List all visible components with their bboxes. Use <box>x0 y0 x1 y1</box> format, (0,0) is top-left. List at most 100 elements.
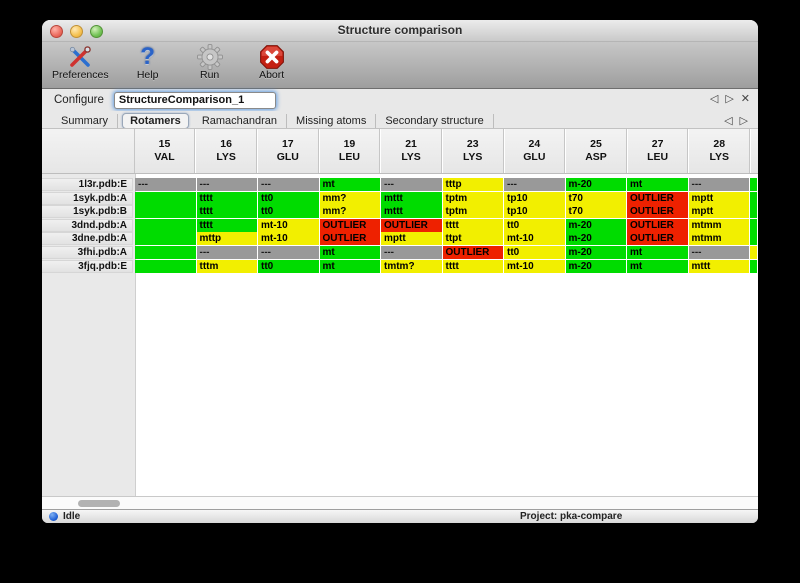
rotamer-cell[interactable]: mt-10 <box>258 232 319 246</box>
rotamer-cell[interactable]: tttp <box>442 178 503 191</box>
tab-ramachandran[interactable]: Ramachandran <box>193 114 288 128</box>
rotamer-cell[interactable]: mm? <box>319 191 380 205</box>
clipped-rotamer-cell[interactable] <box>750 259 757 273</box>
rotamer-cell[interactable]: t70 <box>565 191 626 205</box>
rotamer-cell[interactable]: t <box>135 245 196 259</box>
rotamer-cell[interactable]: mttt <box>688 259 749 273</box>
rotamer-cell[interactable]: --- <box>381 178 442 191</box>
rotamer-cell[interactable]: --- <box>688 178 749 191</box>
row-header[interactable]: 3fhi.pdb:A <box>42 245 133 259</box>
column-header[interactable]: 16 LYS <box>196 129 257 173</box>
column-header[interactable]: 15 VAL <box>134 129 196 173</box>
rotamer-cell[interactable]: t <box>135 218 196 232</box>
minimize-window-button[interactable] <box>70 25 83 38</box>
help-button[interactable]: ? Help <box>125 44 171 82</box>
column-header[interactable]: 27 LEU <box>627 129 689 173</box>
prev-arrow-icon[interactable]: ◁ <box>724 115 733 127</box>
rotamer-cell[interactable]: m-20 <box>565 232 626 246</box>
column-header[interactable]: 19 LEU <box>319 129 381 173</box>
close-icon[interactable]: ✕ <box>740 93 750 105</box>
prev-arrow-icon[interactable]: ◁ <box>709 93 719 105</box>
rotamer-cell[interactable]: OUTLIER <box>627 205 688 219</box>
clipped-rotamer-cell[interactable] <box>750 191 757 205</box>
rotamer-cell[interactable]: mt-10 <box>258 218 319 232</box>
title-bar[interactable]: Structure comparison <box>42 20 758 42</box>
preferences-button[interactable]: Preferences <box>52 44 109 81</box>
rotamer-cell[interactable]: --- <box>258 178 319 191</box>
rotamer-cell[interactable]: mt-10 <box>504 232 565 246</box>
rotamer-cell[interactable]: mttt <box>381 191 442 205</box>
rotamer-cell[interactable]: mt-10 <box>504 259 565 273</box>
rotamer-cell[interactable]: OUTLIER <box>319 218 380 232</box>
tab-missing-atoms[interactable]: Missing atoms <box>287 114 377 128</box>
run-button[interactable]: Run <box>187 44 233 81</box>
configure-name-input[interactable] <box>113 91 276 109</box>
rotamer-cell[interactable]: tp10 <box>504 191 565 205</box>
rotamer-cell[interactable]: mt <box>627 259 688 273</box>
rotamer-cell[interactable]: OUTLIER <box>381 218 442 232</box>
rotamer-cell[interactable]: tttt <box>196 218 257 232</box>
rotamer-cell[interactable]: tt0 <box>258 205 319 219</box>
rotamer-cell[interactable]: --- <box>196 178 257 191</box>
rotamer-cell[interactable]: t70 <box>565 205 626 219</box>
column-header[interactable]: 28 LYS <box>689 129 751 173</box>
rotamer-cell[interactable]: mm? <box>319 205 380 219</box>
zoom-window-button[interactable] <box>90 25 103 38</box>
rotamer-cell[interactable]: m-20 <box>565 245 626 259</box>
tab-rotamers[interactable]: Rotamers <box>122 113 189 129</box>
rotamer-cell[interactable]: OUTLIER <box>627 191 688 205</box>
row-header[interactable]: 1l3r.pdb:E <box>42 178 133 191</box>
tab-secondary-structure[interactable]: Secondary structure <box>376 114 494 128</box>
abort-button[interactable]: Abort <box>249 44 295 81</box>
rotamer-cell[interactable]: mptt <box>688 205 749 219</box>
scrollbar-thumb[interactable] <box>78 500 120 507</box>
rotamer-cell[interactable]: tttt <box>442 218 503 232</box>
next-arrow-icon[interactable]: ▷ <box>725 93 734 105</box>
column-header[interactable]: 17 GLU <box>257 129 319 173</box>
rotamer-cell[interactable]: t <box>135 205 196 219</box>
clipped-rotamer-cell[interactable] <box>750 218 757 232</box>
rotamer-cell[interactable]: m-20 <box>565 178 626 191</box>
close-window-button[interactable] <box>50 25 63 38</box>
rotamer-cell[interactable]: tptm <box>442 191 503 205</box>
rotamer-cell[interactable]: OUTLIER <box>627 232 688 246</box>
rotamer-cell[interactable]: mtmm <box>688 218 749 232</box>
rotamer-cell[interactable]: --- <box>504 178 565 191</box>
clipped-rotamer-cell[interactable] <box>750 232 757 246</box>
rotamer-cell[interactable]: tp10 <box>504 205 565 219</box>
rotamer-cell[interactable]: tttt <box>196 191 257 205</box>
rotamer-cell[interactable]: m-20 <box>565 259 626 273</box>
rotamer-cell[interactable]: m-20 <box>565 218 626 232</box>
row-header[interactable]: 3fjq.pdb:E <box>42 259 133 273</box>
rotamer-cell[interactable]: t <box>135 259 196 273</box>
row-header[interactable]: 1syk.pdb:A <box>42 191 133 205</box>
rotamer-cell[interactable]: t <box>135 232 196 246</box>
rotamer-cell[interactable]: mtmm <box>688 232 749 246</box>
rotamer-cell[interactable]: OUTLIER <box>442 245 503 259</box>
clipped-rotamer-cell[interactable] <box>750 245 757 259</box>
rotamer-cell[interactable]: mt <box>627 245 688 259</box>
rotamer-cell[interactable]: --- <box>381 245 442 259</box>
rotamer-cell[interactable]: ttpt <box>442 232 503 246</box>
rotamer-cell[interactable]: mt <box>319 259 380 273</box>
column-header[interactable]: 23 LYS <box>442 129 504 173</box>
column-header[interactable]: 24 GLU <box>504 129 566 173</box>
rotamer-cell[interactable]: mttt <box>381 205 442 219</box>
rotamer-cell[interactable]: tt0 <box>504 218 565 232</box>
next-arrow-icon[interactable]: ▷ <box>739 115 748 127</box>
row-header[interactable]: 3dne.pdb:A <box>42 232 133 246</box>
rotamer-cell[interactable]: mttp <box>196 232 257 246</box>
clipped-rotamer-cell[interactable] <box>750 178 757 191</box>
rotamer-cell[interactable]: tttm <box>196 259 257 273</box>
rotamer-cell[interactable]: mptt <box>688 191 749 205</box>
rotamer-cell[interactable]: OUTLIER <box>319 232 380 246</box>
rotamer-cell[interactable]: tt0 <box>258 259 319 273</box>
rotamer-cell[interactable]: --- <box>196 245 257 259</box>
rotamer-cell[interactable]: tt0 <box>504 245 565 259</box>
rotamer-cell[interactable]: tt0 <box>258 191 319 205</box>
row-header[interactable]: 1syk.pdb:B <box>42 205 133 219</box>
row-header[interactable]: 3dnd.pdb:A <box>42 218 133 232</box>
rotamer-cell[interactable]: mptt <box>381 232 442 246</box>
rotamer-cell[interactable]: mt <box>319 245 380 259</box>
horizontal-scrollbar[interactable] <box>42 496 758 510</box>
